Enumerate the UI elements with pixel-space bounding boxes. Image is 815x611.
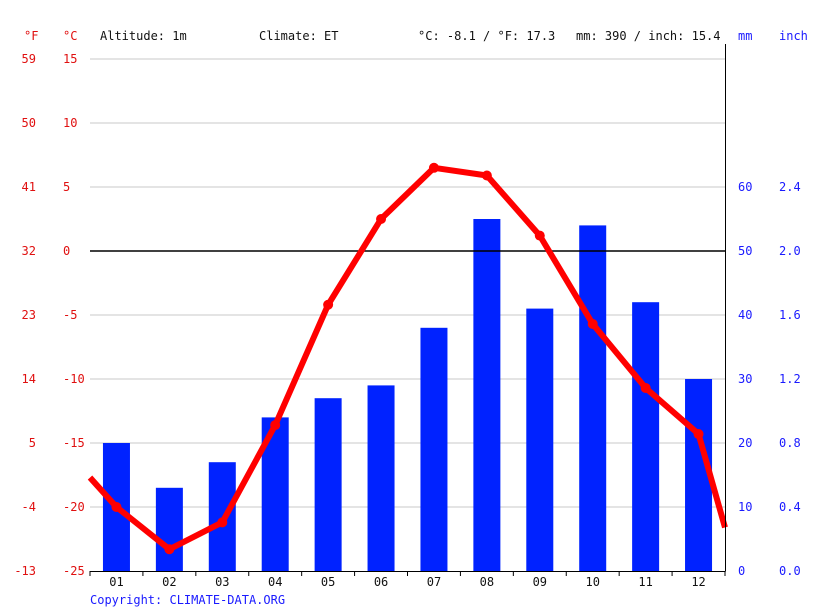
precipitation-summary: mm: 390 / inch: 15.4 — [576, 29, 721, 43]
month-tick-label: 02 — [162, 575, 176, 589]
axis-labels: 59 15 50 10 41 5 32 0 23 -5 14 -10 5 -15 -4 -20 -13 -25 60… — [14, 52, 800, 589]
temperature-line — [87, 164, 728, 553]
unit-mm-label: mm — [738, 29, 752, 43]
temperature-point — [270, 420, 281, 431]
temperature-point — [587, 318, 598, 329]
celsius-tick-label: -20 — [63, 500, 85, 514]
precipitation-bar — [632, 302, 660, 571]
celsius-tick-label: 5 — [63, 180, 70, 194]
mm-tick-label: 40 — [738, 308, 752, 322]
temperature-line-group — [87, 162, 728, 555]
fahrenheit-tick-label: 14 — [22, 372, 36, 386]
temperature-point — [111, 502, 122, 512]
inch-tick-label: 0.8 — [779, 436, 801, 450]
temperature-summary: °C: -8.1 / °F: 17.3 — [418, 29, 555, 43]
copyright-link[interactable]: Copyright: CLIMATE-DATA.ORG — [90, 593, 285, 607]
temperature-point — [693, 429, 704, 440]
temperature-point — [481, 170, 492, 181]
temperature-point — [534, 230, 545, 241]
fahrenheit-tick-label: -4 — [22, 500, 36, 514]
precipitation-bar — [420, 327, 448, 571]
mm-tick-label: 30 — [738, 372, 752, 386]
inch-tick-label: 2.4 — [779, 180, 801, 194]
precipitation-bar — [473, 219, 501, 571]
precipitation-bar — [579, 225, 607, 571]
mm-tick-label: 10 — [738, 500, 752, 514]
temperature-point — [640, 382, 651, 393]
celsius-tick-label: 0 — [63, 244, 70, 258]
celsius-tick-label: 15 — [63, 52, 77, 66]
grid-lines — [90, 58, 725, 508]
fahrenheit-tick-label: 32 — [22, 244, 36, 258]
inch-tick-label: 1.2 — [779, 372, 801, 386]
unit-inch-label: inch — [779, 29, 808, 43]
inch-tick-label: 0.4 — [779, 500, 801, 514]
month-tick-label: 06 — [374, 575, 388, 589]
mm-tick-label: 0 — [738, 564, 745, 578]
celsius-tick-label: 10 — [63, 116, 77, 130]
celsius-tick-label: -10 — [63, 372, 85, 386]
precipitation-bar — [314, 398, 342, 571]
precipitation-bar — [155, 487, 183, 571]
mm-tick-label: 50 — [738, 244, 752, 258]
climate-label: Climate: ET — [259, 29, 338, 43]
mm-tick-label: 60 — [738, 180, 752, 194]
celsius-tick-label: -25 — [63, 564, 85, 578]
fahrenheit-tick-label: 41 — [22, 180, 36, 194]
month-tick-label: 08 — [480, 575, 494, 589]
mm-tick-label: 20 — [738, 436, 752, 450]
fahrenheit-tick-label: 5 — [29, 436, 36, 450]
unit-celsius-label: °C — [63, 29, 77, 43]
month-tick-label: 12 — [691, 575, 705, 589]
celsius-tick-label: -15 — [63, 436, 85, 450]
month-tick-label: 04 — [268, 575, 282, 589]
fahrenheit-tick-label: 59 — [22, 52, 36, 66]
inch-tick-label: 2.0 — [779, 244, 801, 258]
celsius-tick-label: -5 — [63, 308, 77, 322]
fahrenheit-tick-label: 50 — [22, 116, 36, 130]
temperature-point — [164, 544, 175, 555]
axes — [89, 44, 726, 576]
unit-fahrenheit-label: °F — [24, 29, 38, 43]
month-tick-label: 01 — [109, 575, 123, 589]
precipitation-bar — [367, 385, 395, 571]
month-tick-label: 10 — [585, 575, 599, 589]
fahrenheit-tick-label: 23 — [22, 308, 36, 322]
inch-tick-label: 1.6 — [779, 308, 801, 322]
precipitation-bar — [526, 308, 554, 571]
month-tick-label: 09 — [533, 575, 547, 589]
month-tick-label: 07 — [427, 575, 441, 589]
temperature-point — [217, 517, 228, 528]
temperature-point — [376, 214, 387, 224]
precipitation-bars — [102, 219, 713, 571]
temperature-point — [323, 299, 334, 310]
fahrenheit-tick-label: -13 — [14, 564, 36, 578]
month-tick-label: 11 — [638, 575, 652, 589]
temperature-point — [428, 162, 439, 173]
month-tick-label: 03 — [215, 575, 229, 589]
altitude-label: Altitude: 1m — [100, 29, 187, 43]
month-tick-label: 05 — [321, 575, 335, 589]
inch-tick-label: 0.0 — [779, 564, 801, 578]
